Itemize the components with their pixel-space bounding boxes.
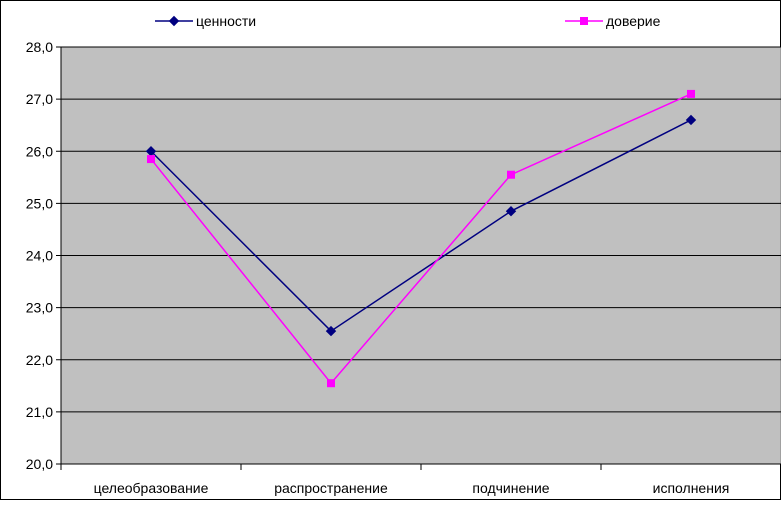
data-point <box>507 170 515 179</box>
y-tick-label: 22,0 <box>26 352 53 368</box>
series-2 <box>147 89 695 388</box>
legend-item-1: ценности <box>155 13 256 29</box>
series-line <box>150 93 692 385</box>
gridlines <box>61 46 781 465</box>
x-tick-label: целеобразование <box>94 480 209 496</box>
y-tick-label: 20,0 <box>26 456 53 472</box>
y-tick-label: 21,0 <box>26 404 53 420</box>
data-point <box>687 89 695 98</box>
data-point <box>505 205 517 217</box>
legend-marker <box>580 17 588 25</box>
data-point <box>325 325 337 337</box>
y-tick-label: 23,0 <box>26 300 53 316</box>
series-1 <box>145 114 697 337</box>
series-group <box>145 89 697 388</box>
y-tick-label: 27,0 <box>26 91 53 107</box>
y-tick-label: 26,0 <box>26 143 53 159</box>
series-line <box>150 119 692 333</box>
y-tick-label: 28,0 <box>26 39 53 55</box>
data-point <box>147 155 155 164</box>
data-point <box>327 379 335 388</box>
legend-marker <box>168 15 180 27</box>
x-tick-label: подчинение <box>472 480 549 496</box>
x-tick-label: распространение <box>274 480 388 496</box>
y-tick-label: 25,0 <box>26 195 53 211</box>
data-point <box>685 114 697 126</box>
legend-item-2: доверие <box>565 13 661 29</box>
legend: ценности доверие <box>155 13 661 29</box>
y-tick-label: 24,0 <box>26 248 53 264</box>
axes: 20,0 21,0 22,0 23,0 24,0 25,0 26,0 27,0 28,0 целе… <box>26 39 781 496</box>
legend-label: ценности <box>196 13 256 29</box>
x-tick-label: исполнения <box>653 480 730 496</box>
legend-label: доверие <box>606 13 661 29</box>
